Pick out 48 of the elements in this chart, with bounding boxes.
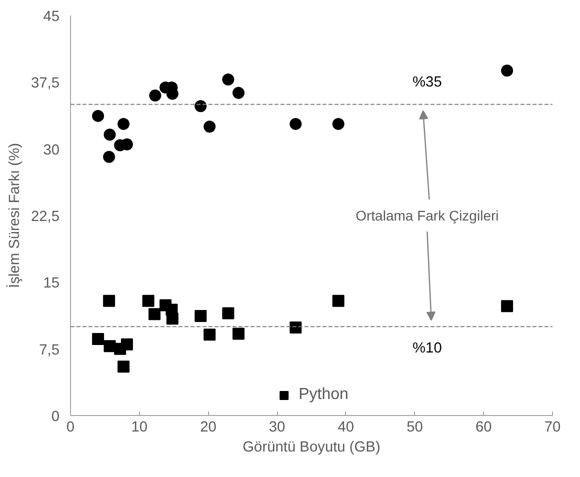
y-tick-label: 37,5 (30, 76, 60, 92)
point (204, 328, 216, 341)
point (104, 340, 116, 352)
y-tick-label: 30 (43, 142, 60, 158)
annotation: Ortalama Fark Çizgileri (356, 208, 499, 224)
point (120, 338, 133, 350)
point (92, 110, 104, 122)
point (222, 307, 234, 320)
point (290, 118, 302, 130)
legend-label: Python (298, 386, 348, 404)
point (222, 74, 234, 86)
y-tick-label: 45 (43, 9, 60, 25)
x-axis-title: Görüntü Boyutu (GB) (242, 440, 380, 456)
y-tick-label: 22,5 (30, 209, 60, 225)
point (148, 308, 161, 320)
y-axis-title: İşlem Süresi Farkı (%) (6, 143, 23, 288)
point (232, 328, 245, 340)
point (104, 128, 116, 141)
point (118, 118, 130, 130)
ref-line-label: %35 (412, 74, 442, 90)
x-tick-label: 40 (338, 420, 354, 436)
y-tick-label: 15 (43, 276, 60, 292)
ref-line-label: %10 (412, 340, 442, 357)
x-tick-label: 20 (200, 420, 216, 436)
point (232, 86, 245, 99)
point (166, 312, 178, 325)
point (204, 120, 216, 133)
x-tick-label: 70 (544, 420, 561, 436)
x-tick-label: 30 (268, 420, 286, 436)
point (501, 64, 514, 77)
x-tick-label: 60 (475, 420, 492, 436)
point (501, 300, 514, 312)
point (332, 118, 344, 130)
point (118, 360, 130, 373)
point (149, 90, 162, 102)
point (194, 100, 207, 112)
point (92, 333, 104, 346)
point (332, 294, 344, 307)
point (142, 294, 154, 307)
point (194, 310, 207, 322)
x-tick-label: 10 (131, 420, 148, 436)
point (290, 322, 302, 334)
y-tick-label: 0 (51, 409, 60, 425)
x-tick-label: 50 (406, 420, 423, 436)
point (103, 294, 116, 307)
x-tick-label: 0 (66, 420, 75, 436)
y-tick-label: 7,5 (39, 342, 60, 358)
point (103, 150, 116, 163)
